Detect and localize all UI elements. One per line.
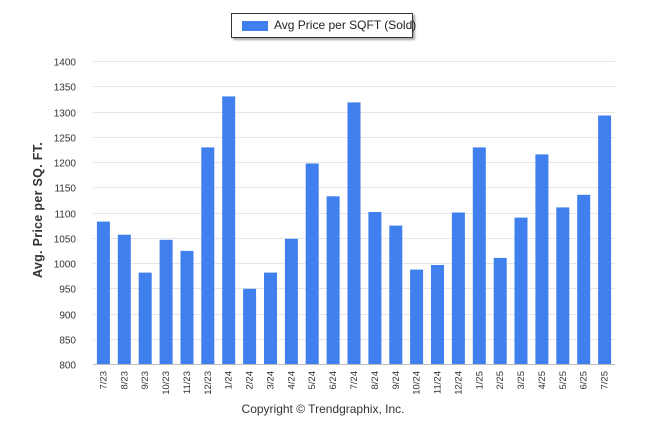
y-tick-label: 1300 [54, 109, 77, 120]
y-tick-label: 1400 [54, 58, 77, 69]
x-tick-label: 7/24 [349, 371, 360, 390]
x-tick-label: 12/24 [453, 371, 464, 395]
bar[interactable] [493, 257, 507, 364]
y-axis-label: Avg. Price per SQ. FT. [31, 141, 45, 279]
bar[interactable] [347, 102, 361, 365]
copyright-footer: Copyright © Trendgraphix, Inc. [241, 402, 405, 416]
x-tick-label: 3/25 [516, 371, 527, 390]
y-tick-label: 850 [59, 336, 76, 347]
y-tick-label: 1000 [54, 260, 77, 271]
x-tick-label: 8/23 [119, 371, 130, 390]
y-tick-label: 900 [59, 311, 76, 322]
y-tick-label: 1350 [54, 83, 77, 94]
x-tick-label: 9/23 [140, 371, 151, 390]
x-tick-label: 1/25 [474, 371, 485, 390]
legend[interactable]: Avg Price per SQFT (Sold) [231, 13, 417, 38]
bar[interactable] [222, 96, 236, 365]
y-tick-label: 950 [59, 285, 76, 296]
x-tick-label: 7/25 [600, 371, 611, 390]
x-tick-label: 4/24 [286, 371, 297, 390]
y-axis-ticks: 800 850 900 950 1000 1050 1100 1150 1200 1250 1300… [54, 58, 77, 372]
x-tick-label: 10/23 [161, 371, 172, 395]
x-tick-label: 4/25 [537, 371, 548, 390]
x-tick-label: 2/25 [495, 371, 506, 390]
bar[interactable] [514, 217, 528, 364]
bar[interactable] [535, 154, 549, 364]
y-tick-label: 1250 [54, 134, 77, 145]
bar[interactable] [264, 272, 277, 364]
bar[interactable] [389, 225, 403, 364]
bar[interactable] [180, 250, 194, 364]
bar[interactable] [284, 238, 298, 364]
bar[interactable] [159, 239, 173, 364]
bar[interactable] [410, 269, 424, 364]
x-tick-label: 11/23 [182, 371, 193, 394]
bar[interactable] [556, 207, 570, 364]
bar[interactable] [138, 272, 152, 364]
bar[interactable] [326, 196, 340, 364]
x-tick-label: 1/24 [224, 371, 235, 390]
x-tick-label: 10/24 [412, 371, 423, 395]
x-tick-label: 12/23 [203, 371, 214, 395]
x-tick-label: 11/24 [433, 371, 444, 394]
bar[interactable] [96, 221, 110, 364]
y-tick-label: 1200 [54, 159, 77, 170]
y-tick-label: 1050 [54, 235, 77, 246]
x-tick-label: 6/25 [579, 371, 590, 390]
bar[interactable] [451, 212, 465, 365]
x-tick-label: 9/24 [391, 371, 402, 390]
y-tick-label: 1150 [54, 184, 76, 195]
legend-swatch [242, 21, 268, 31]
x-tick-label: 5/24 [307, 371, 318, 390]
bar[interactable] [368, 212, 382, 364]
x-axis-ticks: 7/23 8/23 9/23 10/23 11/23 12/23 1/24 2/24 3/24 4… [98, 371, 610, 395]
bars [96, 96, 612, 365]
bar[interactable] [472, 147, 486, 364]
x-tick-label: 6/24 [328, 371, 339, 390]
bar[interactable] [243, 288, 257, 364]
x-tick-label: 8/24 [370, 371, 381, 390]
y-tick-label: 800 [59, 361, 76, 372]
x-tick-label: 5/25 [558, 371, 569, 390]
bar[interactable] [201, 147, 215, 364]
bar[interactable] [117, 234, 131, 364]
bar[interactable] [431, 265, 444, 364]
legend-label: Avg Price per SQFT (Sold) [274, 18, 417, 32]
x-tick-label: 7/23 [98, 371, 109, 390]
bar[interactable] [305, 163, 319, 365]
bar[interactable] [577, 194, 591, 364]
x-tick-label: 2/24 [245, 371, 256, 390]
y-tick-label: 1100 [54, 210, 76, 221]
bar[interactable] [598, 115, 612, 365]
x-tick-label: 3/24 [266, 371, 277, 390]
